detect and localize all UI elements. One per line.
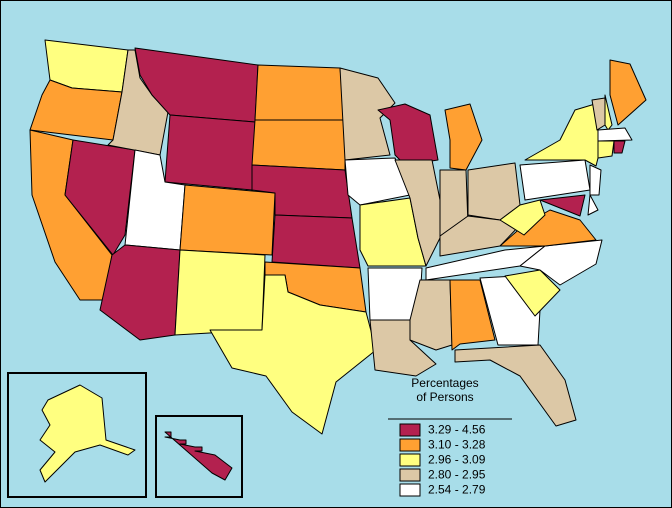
legend-title: of Persons xyxy=(416,390,473,404)
state xyxy=(394,159,441,267)
legend-swatch xyxy=(399,483,421,497)
state xyxy=(449,279,496,351)
state xyxy=(254,64,346,121)
legend-swatch xyxy=(399,468,421,482)
legend-label: 3.10 - 3.28 xyxy=(428,438,486,452)
legend-label: 3.29 - 4.56 xyxy=(428,423,486,437)
hawaii-inset xyxy=(155,415,243,498)
legend-swatch xyxy=(399,423,421,437)
state xyxy=(589,164,602,196)
legend-title: Percentages xyxy=(411,376,478,390)
state xyxy=(597,127,633,142)
state xyxy=(271,214,361,269)
state xyxy=(179,184,276,256)
state xyxy=(174,249,266,336)
state xyxy=(209,274,377,435)
legend-label: 2.96 - 3.09 xyxy=(428,453,486,467)
state xyxy=(504,269,561,317)
states xyxy=(29,39,647,483)
state xyxy=(539,194,586,217)
state xyxy=(344,157,411,206)
legend-label: 2.54 - 2.79 xyxy=(428,483,486,497)
legend-swatch xyxy=(399,438,421,452)
state xyxy=(39,384,136,483)
state xyxy=(597,140,615,159)
state xyxy=(613,140,626,154)
state xyxy=(499,199,546,236)
state xyxy=(164,431,233,481)
alaska-inset xyxy=(7,372,147,498)
state xyxy=(251,119,346,171)
legend-swatch xyxy=(399,453,421,467)
legend: Percentages of Persons 3.29 - 4.563.10 -… xyxy=(388,376,512,497)
state xyxy=(609,59,647,126)
state xyxy=(164,114,256,191)
state xyxy=(587,194,599,216)
state xyxy=(454,344,577,427)
legend-label: 2.80 - 2.95 xyxy=(428,468,486,482)
